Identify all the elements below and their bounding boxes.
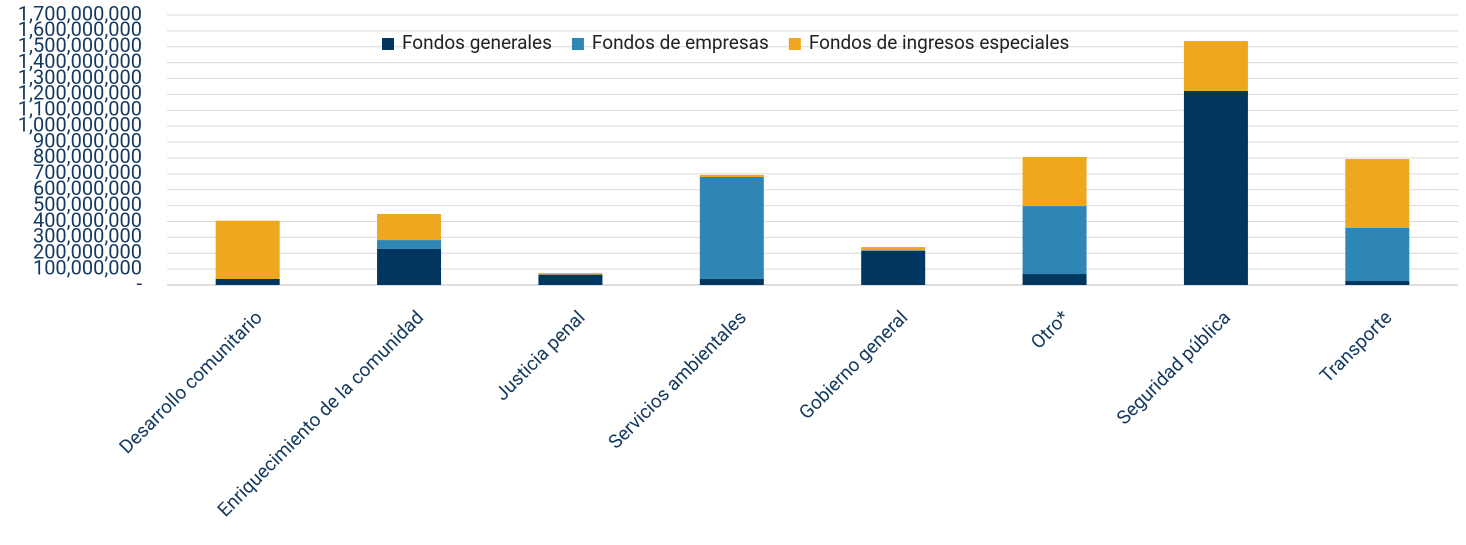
x-tick-label: Otro* [1026,306,1074,354]
legend-label: Fondos de ingresos especiales [809,31,1070,54]
x-tick-label: Servicios ambientales [603,306,751,454]
bar-segment [861,247,926,251]
x-tick-label: Seguridad pública [1112,306,1235,429]
bar-segment [1345,281,1410,285]
bar-segment [699,278,764,285]
bar-segment [861,251,926,285]
y-tick-label: 100,000,000 [33,255,142,279]
y-tick-label: 1,100,000,000 [18,97,142,121]
bar-segment [699,174,764,177]
x-tick-label: Gobierno general [794,306,912,424]
y-tick-label: 900,000,000 [33,128,142,152]
y-tick-label: 1,500,000,000 [18,33,142,57]
legend-swatch [382,38,394,50]
bar-segment [1345,227,1410,282]
bar-segment [1022,274,1087,285]
y-tick-label: 800,000,000 [33,144,142,168]
legend-label: Fondos de empresas [592,31,769,54]
bar-segment [215,220,280,279]
y-tick-label: 300,000,000 [33,224,142,248]
y-tick-label: 1,600,000,000 [18,17,142,41]
bar-segment [1183,90,1248,285]
bar-segment [1345,159,1410,228]
bar-segment [538,274,603,285]
bar-segment [377,240,442,249]
y-tick-label: 600,000,000 [33,176,142,200]
bar-segment [1022,206,1087,275]
legend-label: Fondos generales [402,31,552,54]
bar-segment [215,278,280,285]
y-tick-label: - [136,271,142,295]
bar-segment [377,248,442,285]
legend-swatch [571,38,584,50]
y-tick-label: 700,000,000 [33,160,142,184]
bar-segment [377,214,442,241]
bar-segment [861,250,926,252]
y-tick-label: 1,200,000,000 [18,81,142,105]
bar-segment [1183,41,1248,91]
y-tick-label: 500,000,000 [33,192,142,216]
x-tick-label: Justicia penal [490,306,589,405]
bar-segment [1022,156,1087,207]
x-tick-label: Desarrollo comunitario [114,306,266,458]
bar-segment [699,177,764,279]
y-tick-label: 1,700,000,000 [18,1,142,25]
x-tick-label: Transporte [1315,306,1396,387]
y-tick-label: 400,000,000 [33,208,142,232]
bar-segment [538,273,603,275]
y-tick-label: 200,000,000 [33,240,142,264]
legend-swatch [788,38,801,50]
y-tick-label: 1,400,000,000 [18,49,142,73]
y-tick-label: 1,000,000,000 [18,112,142,136]
y-tick-label: 1,300,000,000 [18,65,142,89]
